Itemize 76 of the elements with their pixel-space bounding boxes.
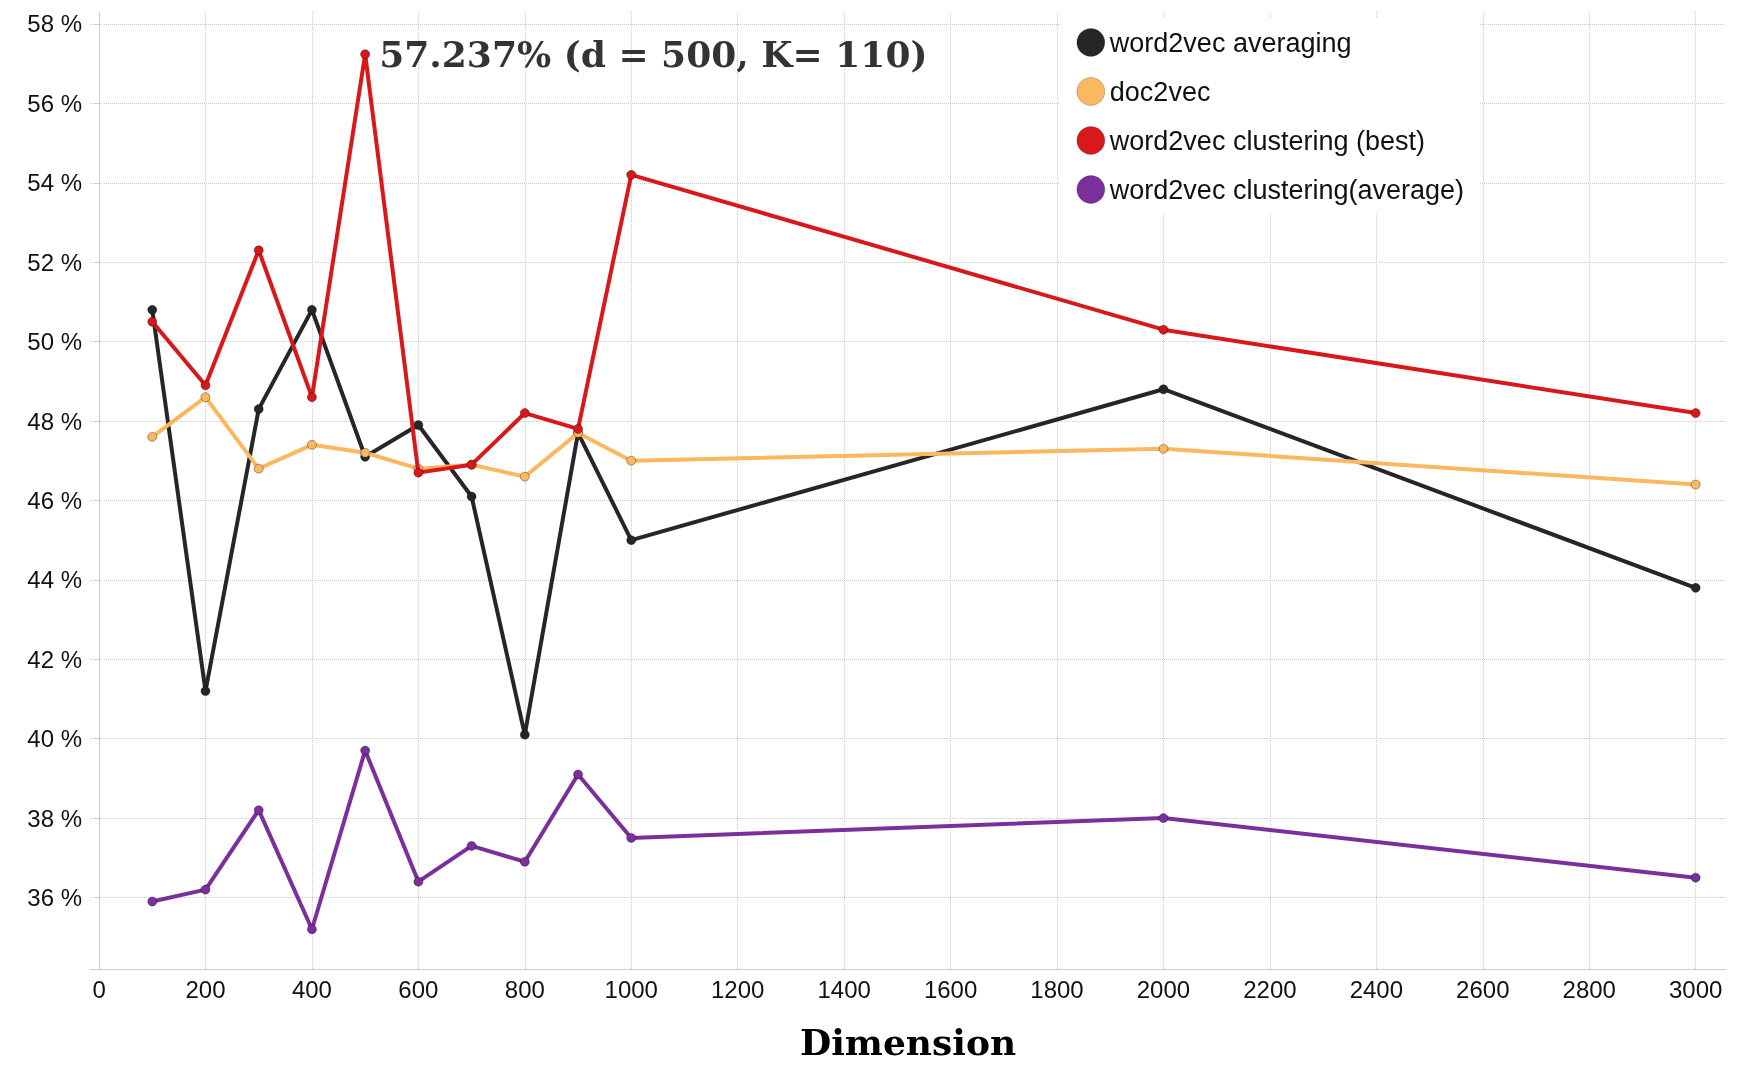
point	[413, 419, 424, 430]
y-tick-label: 46 %	[27, 486, 82, 514]
point	[413, 467, 424, 478]
x-tick-label: 2200	[1243, 975, 1297, 1003]
legend-label: word2vec averaging	[1108, 27, 1352, 58]
x-tick-label: 0	[92, 975, 106, 1003]
point	[147, 431, 158, 442]
y-tick-label: 58 %	[27, 10, 82, 38]
point	[519, 471, 530, 482]
y-tick-label: 42 %	[27, 645, 82, 673]
point	[253, 404, 264, 415]
point	[466, 840, 477, 851]
annotation: 57.237% (d = 500, K= 110)	[379, 33, 928, 76]
point	[413, 876, 424, 887]
point	[573, 423, 584, 434]
x-tick-label: 1400	[817, 975, 871, 1003]
point	[200, 686, 211, 697]
point	[306, 392, 317, 403]
x-tick-label: 1800	[1030, 975, 1084, 1003]
point	[360, 49, 371, 60]
point	[1158, 324, 1169, 335]
point	[626, 832, 637, 843]
point	[200, 380, 211, 391]
point	[1158, 384, 1169, 395]
y-tick-label: 44 %	[27, 566, 82, 594]
point	[626, 169, 637, 180]
x-axis-title: Dimension	[799, 1021, 1017, 1063]
point	[519, 729, 530, 740]
point	[1690, 872, 1701, 883]
point	[360, 745, 371, 756]
legend-label: doc2vec	[1109, 76, 1211, 107]
x-tick-label: 1000	[604, 975, 658, 1003]
point	[1158, 443, 1169, 454]
point	[466, 491, 477, 502]
point	[360, 447, 371, 458]
point	[253, 805, 264, 816]
point	[573, 769, 584, 780]
x-tick-label: 2600	[1456, 975, 1510, 1003]
point	[200, 884, 211, 895]
point	[626, 535, 637, 546]
x-tick-label: 200	[185, 975, 226, 1003]
legend-label: word2vec clustering(average)	[1108, 174, 1465, 205]
point	[306, 924, 317, 935]
y-tick-label: 56 %	[27, 89, 82, 117]
y-tick-label: 52 %	[27, 248, 82, 276]
x-tick-label: 3000	[1668, 975, 1723, 1003]
x-tick-label: 1200	[711, 975, 765, 1003]
x-tick-label: 1600	[923, 975, 978, 1003]
point	[147, 896, 158, 907]
x-tick-label: 400	[291, 975, 332, 1003]
y-tick-label: 54 %	[27, 169, 82, 197]
x-tick-label: 2400	[1349, 975, 1404, 1003]
point	[1690, 479, 1701, 490]
point	[253, 245, 264, 256]
y-tick-label: 36 %	[27, 884, 82, 912]
x-tick-label: 800	[504, 975, 545, 1003]
legend-label: word2vec clustering (best)	[1108, 125, 1425, 156]
y-tick-label: 38 %	[27, 804, 82, 832]
x-tick-label: 600	[398, 975, 439, 1003]
y-tick-label: 48 %	[27, 407, 82, 435]
point	[1690, 408, 1701, 419]
point	[1158, 813, 1169, 824]
point	[306, 439, 317, 450]
point	[519, 856, 530, 867]
point	[147, 316, 158, 327]
y-tick-label: 50 %	[27, 328, 82, 356]
x-tick-label: 2800	[1562, 975, 1616, 1003]
point	[253, 463, 264, 474]
x-tick-label: 2000	[1136, 975, 1191, 1003]
point	[519, 408, 530, 419]
point	[1690, 582, 1701, 593]
y-tick-label: 40 %	[27, 725, 82, 753]
point	[147, 304, 158, 315]
point	[306, 304, 317, 315]
point	[200, 392, 211, 403]
point	[626, 455, 637, 466]
